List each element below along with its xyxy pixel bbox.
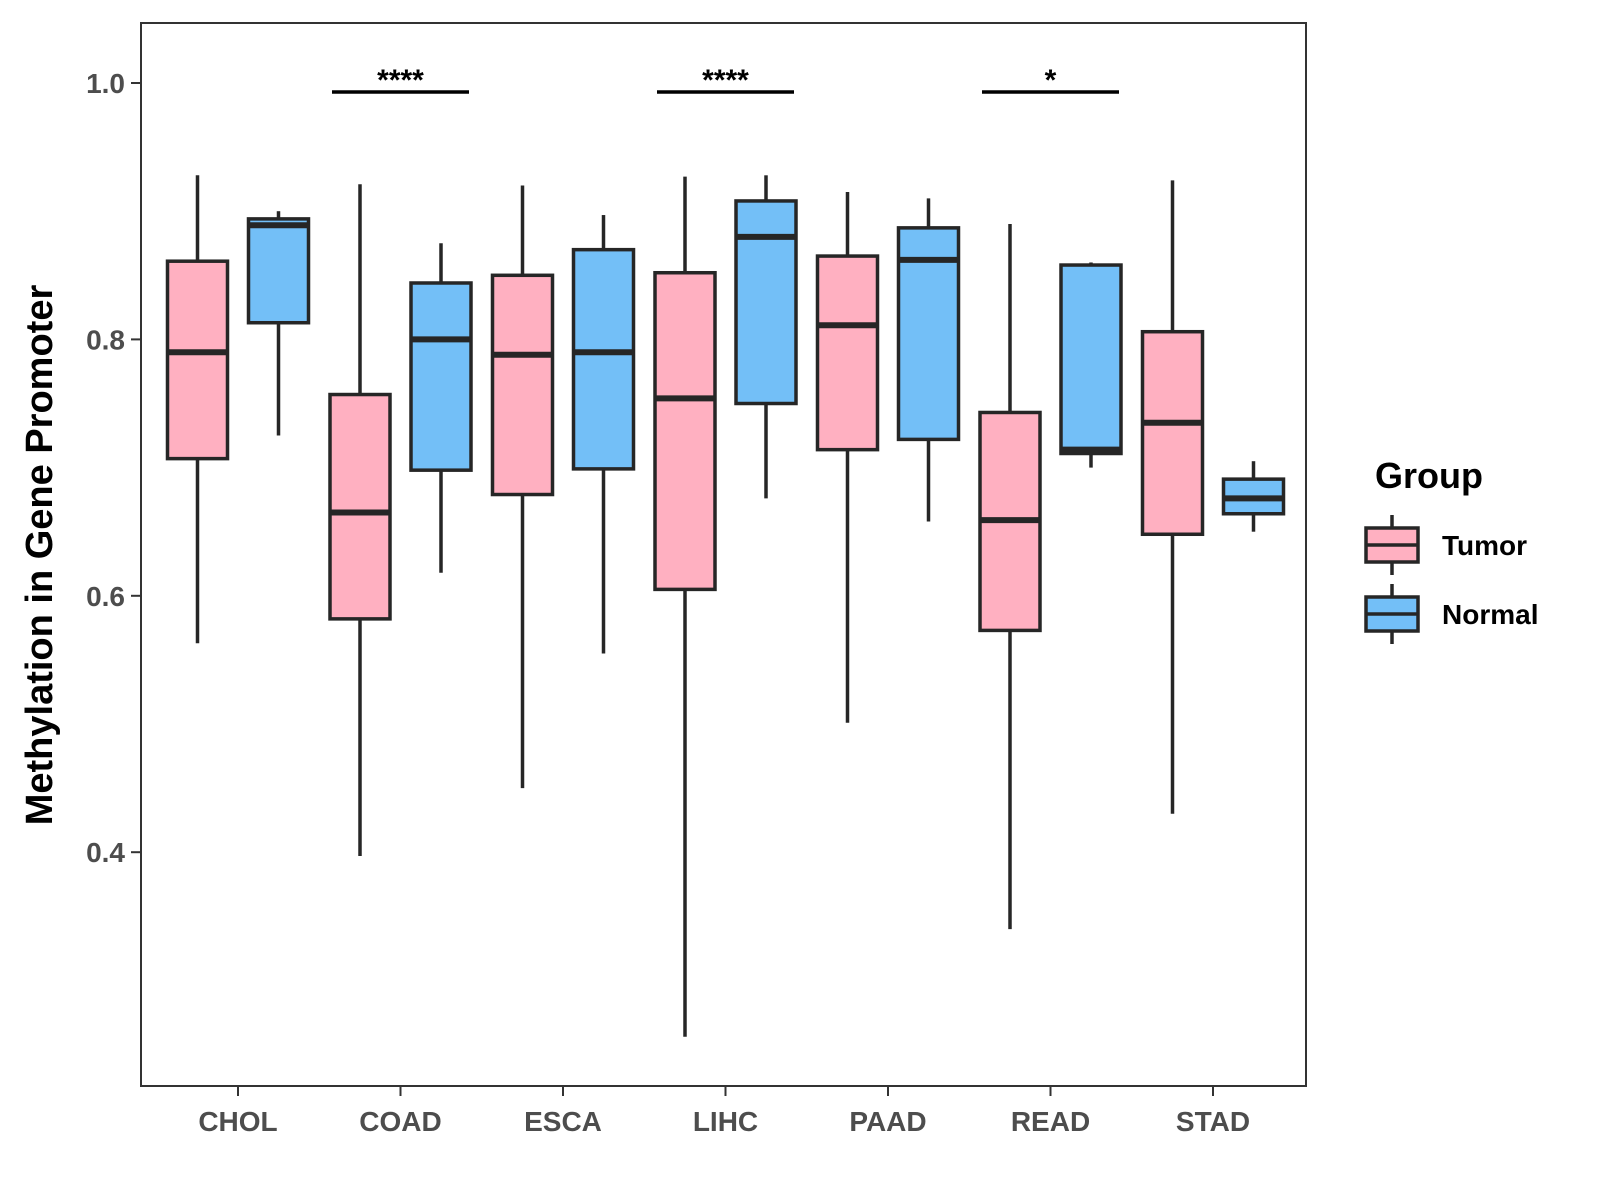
legend-title: Group <box>1375 455 1483 496</box>
x-tick-label: CHOL <box>198 1106 277 1137</box>
x-tick-label: PAAD <box>849 1106 926 1137</box>
legend-key-tumor: Tumor <box>1364 515 1527 575</box>
legend: Group Tumor Normal <box>1364 455 1538 644</box>
box-iqr <box>734 199 798 406</box>
y-tick-label: 1.0 <box>86 68 125 99</box>
significance-annotations: **** **** * <box>332 64 1119 97</box>
plot-panel <box>140 22 1307 1087</box>
box-iqr <box>165 259 230 461</box>
y-axis-title: Methylation in Gene Promoter <box>19 285 61 826</box>
legend-keys: Tumor Normal <box>1364 515 1538 644</box>
box-iqr <box>653 270 717 592</box>
y-tick-label: 0.4 <box>86 837 125 868</box>
box-tumor-paad <box>815 191 880 723</box>
box-iqr <box>815 254 880 452</box>
x-tick-label: READ <box>1011 1106 1090 1137</box>
significance-label: * <box>1045 64 1057 97</box>
box-iqr <box>571 247 636 471</box>
box-iqr <box>328 392 392 621</box>
box-iqr <box>1059 263 1123 456</box>
x-axis: CHOL COAD ESCA LIHC PAAD READ STAD <box>198 1086 1250 1137</box>
box-tumor-lihc <box>653 176 717 1037</box>
x-tick-label: COAD <box>359 1106 441 1137</box>
box-tumor-stad <box>1140 180 1205 814</box>
box-normal-chol <box>246 211 311 436</box>
legend-label: Normal <box>1442 599 1538 630</box>
box-normal-read <box>1059 262 1123 468</box>
box-normal-coad <box>409 243 473 573</box>
box-iqr <box>896 226 961 442</box>
box-normal-lihc <box>734 175 798 499</box>
legend-label: Tumor <box>1442 530 1527 561</box>
significance-label: **** <box>702 64 749 97</box>
box-tumor-esca <box>490 185 555 789</box>
box-tumor-read <box>978 224 1042 930</box>
box-normal-esca <box>571 215 636 654</box>
y-tick-label: 0.8 <box>86 324 125 355</box>
box-iqr <box>246 217 311 325</box>
legend-key-normal: Normal <box>1364 584 1538 644</box>
box-iqr <box>1140 329 1205 537</box>
x-tick-label: LIHC <box>693 1106 758 1137</box>
box-normal-stad <box>1221 461 1286 532</box>
x-tick-label: ESCA <box>524 1106 602 1137</box>
box-series <box>165 175 1286 1037</box>
y-tick-label: 0.6 <box>86 581 125 612</box>
box-normal-paad <box>896 198 961 522</box>
significance-label: **** <box>377 64 424 97</box>
box-tumor-chol <box>165 175 230 644</box>
box-iqr <box>490 273 555 497</box>
box-iqr <box>409 281 473 472</box>
x-tick-label: STAD <box>1176 1106 1250 1137</box>
y-axis: 0.4 0.6 0.8 1.0 <box>86 68 141 868</box>
box-tumor-coad <box>328 184 392 857</box>
